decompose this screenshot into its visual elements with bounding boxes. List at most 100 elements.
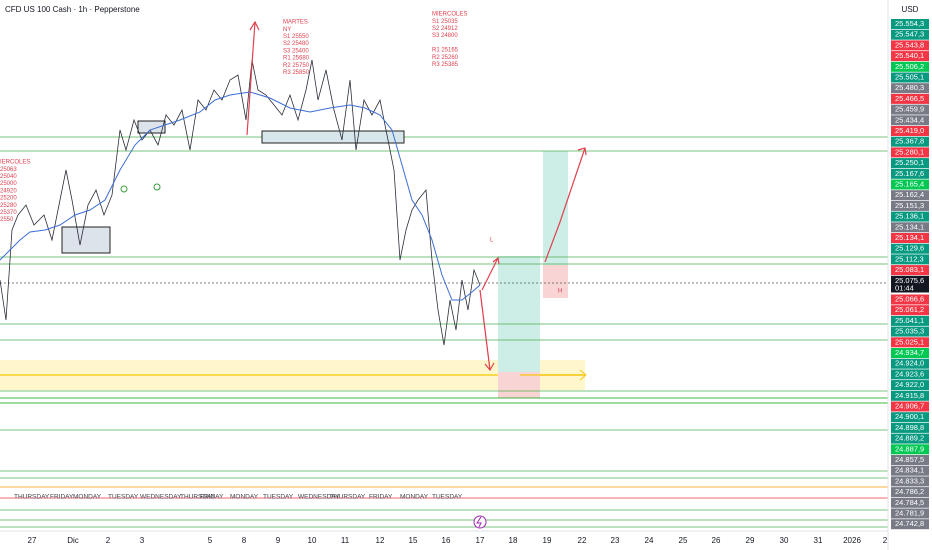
date-label: 19 xyxy=(543,536,552,545)
price-label-box xyxy=(891,294,929,305)
annotation-line: 25000 xyxy=(0,181,17,187)
price-label: 25.136,1 xyxy=(895,212,924,221)
price-label-box xyxy=(891,455,929,465)
annotation-line: R1 25165 xyxy=(432,48,459,54)
date-label: 29 xyxy=(746,536,755,545)
annotation-line: 24920 xyxy=(0,188,17,194)
price-label: 24.781,9 xyxy=(895,508,924,517)
day-label: MONDAY xyxy=(230,494,259,501)
price-label-box xyxy=(891,305,929,316)
annotation-line: MIERCOLES xyxy=(432,12,467,18)
price-label: 25.025,1 xyxy=(895,337,924,346)
price-label: 24.857,5 xyxy=(895,455,924,464)
price-label-box xyxy=(891,433,929,444)
price-label: 25.035,3 xyxy=(895,327,924,336)
price-label-box xyxy=(891,200,929,211)
day-label: TUESDAY xyxy=(263,494,294,501)
date-label: Dic xyxy=(67,536,79,545)
date-label: 2026 xyxy=(843,536,861,545)
date-label: 23 xyxy=(611,536,620,545)
price-label-box xyxy=(891,61,929,72)
price-label: 24.898,8 xyxy=(895,423,924,432)
day-label: THURSDAY xyxy=(180,494,216,501)
price-label-box xyxy=(891,275,929,286)
price-label: 25.129,6 xyxy=(895,244,924,253)
chart-title: CFD US 100 Cash · 1h · Pepperstone xyxy=(5,5,140,14)
pivot-marker xyxy=(120,185,128,193)
annotation-line: S1 25550 xyxy=(283,34,309,40)
price-label-box xyxy=(891,390,929,401)
price-label: 24.784,5 xyxy=(895,498,924,507)
event-icon[interactable] xyxy=(473,515,487,529)
annotation-line: R3 25385 xyxy=(432,62,459,68)
box xyxy=(137,120,166,134)
price-label-box xyxy=(891,115,929,126)
price-label: 25.250,1 xyxy=(895,158,924,167)
date-label: 27 xyxy=(28,536,37,545)
annotation-line: MARTES xyxy=(283,20,308,26)
date-label: 22 xyxy=(578,536,587,545)
price-label: 25.466,5 xyxy=(895,94,924,103)
price-label-box xyxy=(891,211,929,222)
currency: USD xyxy=(902,5,919,14)
price-label: 24.906,7 xyxy=(895,401,924,410)
price-label: 25.419,0 xyxy=(895,126,924,135)
price-label-box xyxy=(891,412,929,423)
annotation-line: S2 24912 xyxy=(432,26,458,32)
price-label-box xyxy=(891,136,929,147)
annotation-line: 2550 xyxy=(0,217,14,223)
date-label: 12 xyxy=(376,536,385,545)
price-label-box xyxy=(891,497,929,508)
long-profit-zone xyxy=(498,256,540,372)
date-label: 3 xyxy=(140,536,145,545)
price-label: 25.134,1 xyxy=(895,222,924,231)
price-label: 24.833,3 xyxy=(895,476,924,485)
date-label: 10 xyxy=(308,536,317,545)
annotation-line: R2 25260 xyxy=(432,55,459,61)
price-label: 24.924,0 xyxy=(895,359,924,368)
price-label-box xyxy=(891,190,929,201)
annotation-line: 25200 xyxy=(0,196,17,202)
price-label-box xyxy=(891,19,929,29)
pivot-marker xyxy=(153,183,161,191)
annotation-line: S2 25480 xyxy=(283,41,309,47)
price-label-box xyxy=(891,358,929,369)
price-label: 25.167,6 xyxy=(895,169,924,178)
long-loss-zone xyxy=(498,372,540,398)
price-label: 25.112,3 xyxy=(895,254,924,263)
price-label: 24.923,6 xyxy=(895,369,924,378)
price-label-box xyxy=(891,72,929,83)
day-label: THURSDAY xyxy=(14,494,50,501)
levels xyxy=(0,136,888,528)
date-label: 26 xyxy=(712,536,721,545)
price-label: 24.742,8 xyxy=(895,519,924,528)
annotation-line: 25063 xyxy=(0,167,17,173)
long-profit-zone xyxy=(543,151,568,265)
day-label: FRIDAY xyxy=(50,494,74,501)
price-label-box xyxy=(891,126,929,136)
high-marker: H xyxy=(558,289,562,295)
price-label: 25.151,3 xyxy=(895,201,924,210)
price-label-box xyxy=(891,158,929,169)
price-label: 25.061,2 xyxy=(895,305,924,314)
price-label: 25.505,1 xyxy=(895,72,924,81)
price-label-box xyxy=(891,147,929,158)
price-label: 25.540,1 xyxy=(895,51,924,60)
annotation-line: R3 25850 xyxy=(283,70,310,76)
day-label: FRIDAY xyxy=(369,494,393,501)
price-label: 25.554,3 xyxy=(895,19,924,28)
day-label: TUESDAY xyxy=(432,494,463,501)
day-label: WEDNESDAY xyxy=(140,494,182,501)
price-label-box xyxy=(891,93,929,104)
date-label: 30 xyxy=(780,536,789,545)
box xyxy=(61,226,111,254)
date-label: 31 xyxy=(814,536,823,545)
price-label: 24.786,2 xyxy=(895,487,924,496)
price-label: 25.134,1 xyxy=(895,233,924,242)
price-label: 24.900,1 xyxy=(895,412,924,421)
price-label: 24.889,2 xyxy=(895,434,924,443)
box xyxy=(261,130,405,144)
price-label: 24.887,9 xyxy=(895,444,924,453)
date-label: 2 xyxy=(883,536,888,545)
